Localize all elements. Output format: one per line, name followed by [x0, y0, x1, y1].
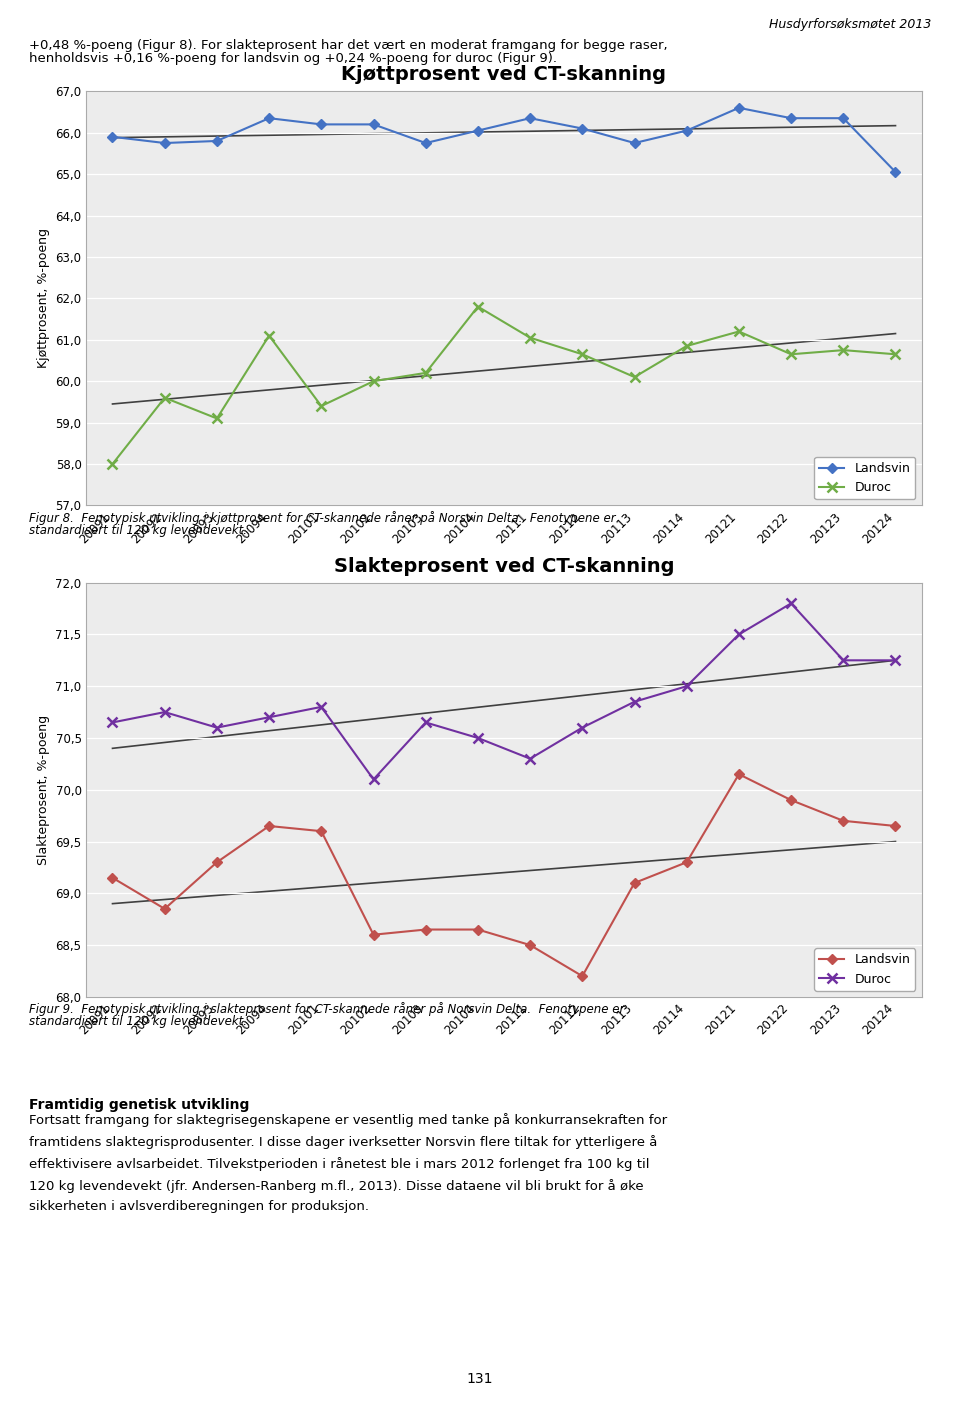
- Text: Figur 9.  Fenotypisk utvikling i slakteprosent for CT-skannede råner på Norsvin : Figur 9. Fenotypisk utvikling i slaktepr…: [29, 1002, 624, 1016]
- Legend: Landsvin, Duroc: Landsvin, Duroc: [814, 948, 915, 991]
- Text: effektivisere avlsarbeidet. Tilvekstperioden i rånetest ble i mars 2012 forlenge: effektivisere avlsarbeidet. Tilvekstperi…: [29, 1157, 649, 1171]
- Text: framtidens slaktegrisprodusenter. I disse dager iverksetter Norsvin flere tiltak: framtidens slaktegrisprodusenter. I diss…: [29, 1134, 658, 1148]
- Text: sikkerheten i avlsverdiberegningen for produksjon.: sikkerheten i avlsverdiberegningen for p…: [29, 1200, 369, 1213]
- Text: Figur 8.  Fenotypisk utvikling i kjøttprosent for CT-skannede råner på Norsvin D: Figur 8. Fenotypisk utvikling i kjøttpro…: [29, 511, 615, 525]
- Text: standardisert til 120 kg levendevekt.: standardisert til 120 kg levendevekt.: [29, 524, 247, 536]
- Text: henholdsvis +0,16 %-poeng for landsvin og +0,24 %-poeng for duroc (Figur 9).: henholdsvis +0,16 %-poeng for landsvin o…: [29, 52, 557, 65]
- Title: Kjøttprosent ved CT-skanning: Kjøttprosent ved CT-skanning: [342, 65, 666, 84]
- Text: standardisert til 120 kg levendevekt.: standardisert til 120 kg levendevekt.: [29, 1015, 247, 1028]
- Text: Fortsatt framgang for slaktegrisegenskapene er vesentlig med tanke på konkurrans: Fortsatt framgang for slaktegrisegenskap…: [29, 1113, 667, 1127]
- Text: 120 kg levendevekt (jfr. Andersen-Ranberg m.fl., 2013). Disse dataene vil bli br: 120 kg levendevekt (jfr. Andersen-Ranber…: [29, 1179, 643, 1192]
- Text: 131: 131: [467, 1372, 493, 1386]
- Y-axis label: Slakteprosent, %-poeng: Slakteprosent, %-poeng: [36, 715, 50, 865]
- Text: +0,48 %-poeng (Figur 8). For slakteprosent har det vært en moderat framgang for : +0,48 %-poeng (Figur 8). For slakteprose…: [29, 39, 667, 52]
- Title: Slakteprosent ved CT-skanning: Slakteprosent ved CT-skanning: [334, 556, 674, 576]
- Y-axis label: Kjøttprosent, %-poeng: Kjøttprosent, %-poeng: [36, 229, 50, 368]
- Legend: Landsvin, Duroc: Landsvin, Duroc: [814, 456, 915, 500]
- Text: Framtidig genetisk utvikling: Framtidig genetisk utvikling: [29, 1098, 250, 1112]
- Text: Husdyrforsøksmøtet 2013: Husdyrforsøksmøtet 2013: [769, 17, 931, 31]
